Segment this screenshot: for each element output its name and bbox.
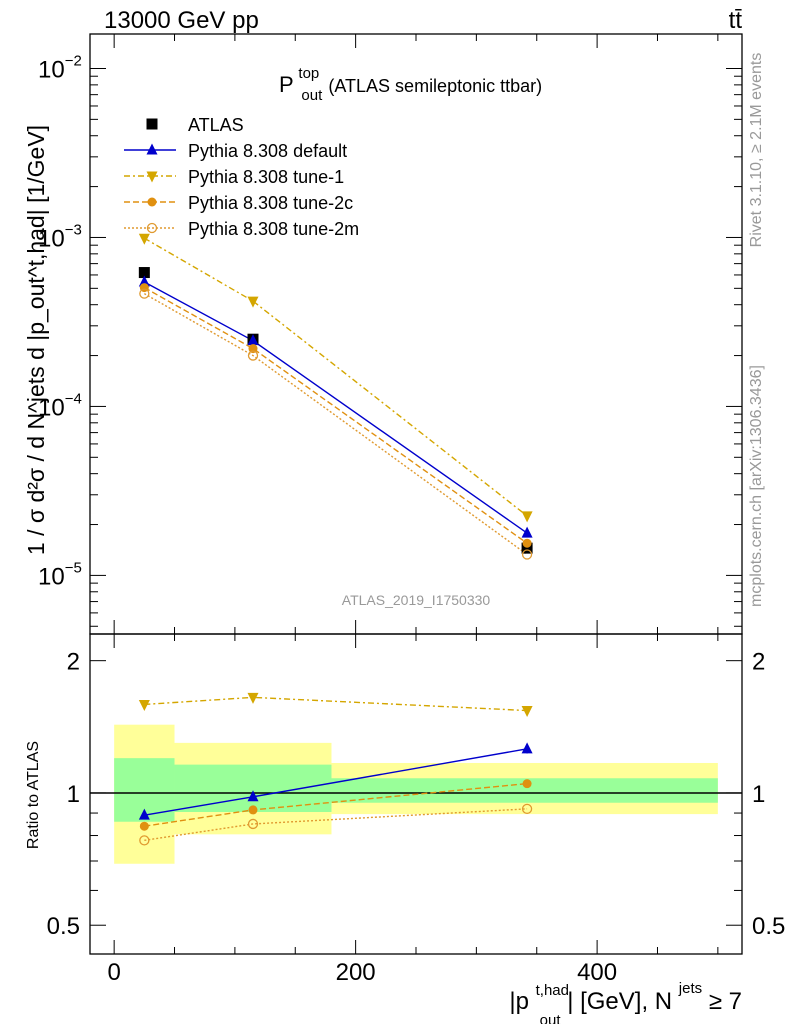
ratio-y-tick-label-left-2: 2	[67, 649, 80, 676]
ratio-point-3-2	[521, 803, 533, 815]
main-y-tick-label-3: 10−2	[38, 52, 82, 83]
main-point-1-2	[521, 526, 533, 538]
ratio-y-axis-label: Ratio to ATLAS	[25, 741, 42, 849]
x-axis-label-sup2: jets	[678, 980, 702, 997]
ratio-point-1-2	[521, 706, 533, 718]
header-energy-label: 13000 GeV pp	[104, 7, 259, 34]
analysis-id: ATLAS_2019_I1750330	[342, 592, 491, 608]
ratio-line-3	[144, 808, 528, 842]
main-title-superscript: top	[298, 65, 319, 82]
mcplots-info: mcplots.cern.ch [arXiv:1306.3436]	[748, 365, 765, 607]
main-title-symbol: P	[279, 72, 293, 97]
ratio-point-1-0	[138, 699, 150, 711]
legend-label-0: ATLAS	[188, 115, 244, 135]
legend-label-3: Pythia 8.308 tune-2c	[188, 193, 353, 213]
x-axis-label-mid: | [GeV], N	[567, 988, 672, 1015]
legend-marker-2	[146, 171, 158, 183]
ratio-y-tick-label-right-1: 1	[752, 781, 765, 808]
main-point-2-2	[521, 511, 533, 523]
ratio-y-tick-label-left-0: 0.5	[47, 913, 80, 940]
ratio-point-3-1	[247, 818, 259, 830]
legend-marker-0	[146, 118, 158, 130]
series-markers	[138, 233, 533, 846]
main-point-3-2	[522, 538, 532, 548]
x-tick-label-0: 0	[107, 959, 120, 986]
x-axis-label: |p t,had out | [GeV], N jets ≥ 7	[509, 972, 742, 1024]
main-point-2-1	[247, 296, 259, 308]
legend-marker-1	[146, 143, 158, 155]
main-y-tick-label-0: 10−5	[38, 559, 82, 590]
x-axis-label-sup1: t,had	[536, 982, 569, 999]
axes: 0 200 400 10−5 10−4 10−3 10−2 0.5 0.5 1 1 2 2	[38, 33, 785, 986]
main-line-2	[143, 237, 528, 517]
legend-label-4: Pythia 8.308 tune-2m	[188, 219, 359, 239]
x-tick-label-1: 200	[336, 959, 376, 986]
x-axis-label-pre: |p	[509, 988, 529, 1015]
ratio-point-0-1	[247, 790, 259, 802]
main-y-tick-label-1: 10−4	[38, 390, 82, 421]
main-point-1-0	[138, 275, 150, 287]
main-title-subscript: out	[301, 87, 323, 104]
legend-label-1: Pythia 8.308 default	[188, 141, 347, 161]
rivet-info: Rivet 3.1.10, ≥ 2.1M events	[748, 53, 765, 248]
ratio-y-tick-label-right-0: 0.5	[752, 913, 785, 940]
x-tick-label-2: 400	[577, 959, 617, 986]
legend: ATLAS Pythia 8.308 default Pythia 8.308 tu…	[124, 115, 359, 239]
legend-label-2: Pythia 8.308 tune-1	[188, 167, 344, 187]
main-point-0-2	[521, 542, 533, 554]
x-axis-label-sub1: out	[540, 1012, 562, 1024]
legend-marker-3	[147, 197, 157, 207]
main-line-4	[143, 293, 528, 556]
ratio-point-2-1	[248, 805, 258, 815]
x-axis-label-post: ≥ 7	[709, 988, 742, 1015]
legend-marker-4	[146, 222, 158, 234]
header-process-label: tt̄	[729, 7, 743, 34]
uncertainty-bands	[90, 724, 742, 864]
main-point-4-0	[139, 288, 150, 299]
main-point-2-0	[138, 233, 150, 245]
main-point-1-1	[247, 334, 259, 346]
ratio-point-0-2	[521, 742, 533, 754]
ratio-point-0-0	[138, 808, 150, 820]
main-point-4-2	[521, 549, 533, 560]
ratio-point-3-0	[139, 835, 150, 846]
main-title: P top out (ATLAS semileptonic ttbar)	[279, 58, 542, 105]
ratio-point-1-1	[247, 692, 259, 704]
main-point-0-0	[138, 267, 150, 279]
main-title-rest: (ATLAS semileptonic ttbar)	[328, 76, 542, 96]
main-y-tick-label-2: 10−3	[38, 221, 82, 252]
main-point-4-1	[247, 350, 259, 361]
ratio-line-1	[144, 696, 528, 712]
ratio-y-tick-label-left-1: 1	[67, 781, 80, 808]
main-line-3	[143, 286, 528, 544]
ratio-point-2-0	[139, 821, 149, 831]
main-point-3-1	[248, 344, 258, 354]
ratio-y-tick-label-right-2: 2	[752, 649, 765, 676]
main-y-axis-label: 1 / σ d²σ / d N^jets d |p_out^t,had| [1/…	[23, 125, 49, 555]
ratio-point-2-2	[522, 779, 532, 789]
